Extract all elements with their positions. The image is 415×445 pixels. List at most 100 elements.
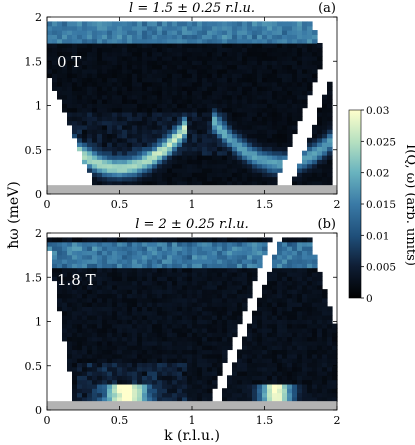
heatmap-cell <box>177 55 183 61</box>
heatmap-cell <box>302 176 308 182</box>
heatmap-cell <box>217 358 223 363</box>
heatmap-cell <box>247 51 253 57</box>
heatmap-cell <box>157 349 163 355</box>
heatmap-cell <box>297 60 303 66</box>
heatmap-cell <box>297 271 303 277</box>
heatmap-cell <box>327 332 333 338</box>
heatmap-cell <box>87 64 93 70</box>
heatmap-cell <box>252 98 258 104</box>
heatmap-cell <box>87 21 93 27</box>
heatmap-cell <box>107 345 113 351</box>
heatmap-cell <box>177 276 183 282</box>
heatmap-cell <box>247 332 253 338</box>
heatmap-cell <box>297 280 303 286</box>
heatmap-cell <box>147 370 153 376</box>
heatmap-cell <box>287 336 293 342</box>
heatmap-cell <box>192 284 198 290</box>
heatmap-cell <box>212 25 218 31</box>
heatmap-cell <box>212 362 218 368</box>
heatmap-cell <box>287 47 293 53</box>
heatmap-cell <box>307 336 313 342</box>
heatmap-cell <box>302 103 308 109</box>
heatmap-cell <box>117 111 123 117</box>
heatmap-cell <box>197 60 203 66</box>
heatmap-cell <box>82 396 88 402</box>
heatmap-cell <box>107 327 113 333</box>
heatmap-cell <box>87 103 93 109</box>
heatmap-cell <box>102 332 108 338</box>
heatmap-cell <box>192 319 198 325</box>
heatmap-cell <box>247 323 253 329</box>
heatmap-cell <box>267 55 273 61</box>
heatmap-cell <box>87 60 93 66</box>
heatmap-cell <box>87 314 93 320</box>
x-tick-label: 2 <box>334 414 341 427</box>
heatmap-cell <box>257 263 263 269</box>
heatmap-cell <box>327 154 333 160</box>
heatmap-cell <box>132 107 138 113</box>
heatmap-cell <box>312 276 318 282</box>
heatmap-cell <box>62 107 68 113</box>
heatmap-cell <box>147 30 153 35</box>
heatmap-cell <box>97 267 103 273</box>
heatmap-cell <box>332 332 338 338</box>
heatmap-cell <box>102 38 108 44</box>
heatmap-cell <box>217 103 223 109</box>
heatmap-cell <box>62 302 68 307</box>
heatmap-cell <box>97 103 103 109</box>
heatmap-cell <box>107 323 113 329</box>
heatmap-cell <box>132 392 138 398</box>
heatmap-cell <box>237 124 243 130</box>
heatmap-cell <box>192 86 198 91</box>
heatmap-cell <box>157 370 163 376</box>
heatmap-cell <box>62 250 68 256</box>
heatmap-cell <box>217 302 223 307</box>
heatmap-cell <box>287 241 293 247</box>
heatmap-cell <box>192 25 198 31</box>
heatmap-cell <box>157 388 163 394</box>
heatmap-cell <box>102 319 108 325</box>
heatmap-cell <box>197 345 203 351</box>
heatmap-cell <box>182 137 188 143</box>
heatmap-cell <box>187 345 193 351</box>
heatmap-cell <box>162 276 168 282</box>
heatmap-cell <box>152 159 158 165</box>
heatmap-cell <box>87 370 93 376</box>
heatmap-cell <box>82 133 88 139</box>
heatmap-cell <box>197 366 203 372</box>
heatmap-cell <box>277 336 283 342</box>
heatmap-cell <box>92 21 98 27</box>
heatmap-cell <box>297 323 303 329</box>
heatmap-cell <box>307 284 313 290</box>
heatmap-cell <box>222 60 228 66</box>
heatmap-cell <box>312 366 318 372</box>
heatmap-cell <box>147 133 153 139</box>
heatmap-cell <box>242 146 248 152</box>
heatmap-cell <box>217 246 223 251</box>
heatmap-cell <box>142 133 148 139</box>
heatmap-cell <box>67 254 73 260</box>
heatmap-cell <box>177 77 183 83</box>
heatmap-cell <box>317 383 323 389</box>
heatmap-cell <box>177 180 183 186</box>
x-ticks-a: 0 0.5 1 1.5 2 <box>44 17 341 211</box>
heatmap-cell <box>172 159 178 165</box>
heatmap-cell <box>167 349 173 355</box>
heatmap-cell <box>222 137 228 143</box>
heatmap-cell <box>277 293 283 299</box>
heatmap-cell <box>142 297 148 303</box>
heatmap-cell <box>162 284 168 290</box>
heatmap-cell <box>47 25 53 31</box>
heatmap-cell <box>117 60 123 66</box>
heatmap-cell <box>272 47 278 53</box>
heatmap-cell <box>137 180 143 186</box>
heatmap-cell <box>82 388 88 394</box>
heatmap-cell <box>142 116 148 122</box>
heatmap-cell <box>92 167 98 173</box>
heatmap-cell <box>207 340 213 346</box>
heatmap-cell <box>277 21 283 27</box>
heatmap-cell <box>272 362 278 368</box>
heatmap-cell <box>117 319 123 325</box>
heatmap-cell <box>217 21 223 27</box>
